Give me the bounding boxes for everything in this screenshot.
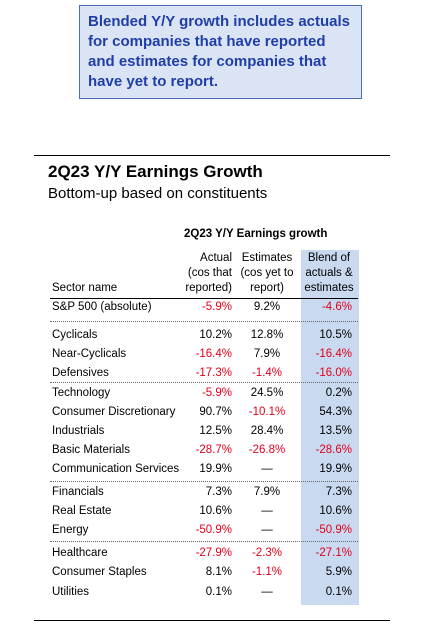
blend-value: 19.9% bbox=[319, 463, 352, 475]
actual-value: -28.7% bbox=[195, 444, 232, 456]
blend-value: 10.6% bbox=[319, 505, 352, 517]
page-subtitle: Bottom-up based on constituents bbox=[48, 185, 268, 202]
page-title: 2Q23 Y/Y Earnings Growth bbox=[48, 162, 263, 181]
sector-name: Communication Services bbox=[52, 463, 180, 475]
sector-name: Near-Cyclicals bbox=[52, 348, 127, 360]
table-title: 2Q23 Y/Y Earnings growth bbox=[184, 228, 328, 240]
estimate-value: -26.8% bbox=[248, 444, 286, 456]
sector-name: Industrials bbox=[52, 425, 105, 437]
sector-name: Healthcare bbox=[52, 547, 108, 559]
callout-box: Blended Y/Y growth includes actuals for … bbox=[79, 5, 362, 99]
sector-name: Defensives bbox=[52, 367, 109, 379]
header-estimates: Estimates (cos yet to report) bbox=[236, 251, 298, 296]
actual-value: 90.7% bbox=[199, 406, 232, 418]
actual-value: 19.9% bbox=[199, 463, 232, 475]
actual-value: -17.3% bbox=[195, 367, 232, 379]
header-blend: Blend of actuals & estimates bbox=[301, 251, 357, 296]
estimate-value: 28.4% bbox=[250, 425, 284, 437]
header-divider bbox=[50, 298, 358, 299]
blend-value: 13.5% bbox=[319, 425, 352, 437]
sector-name: Financials bbox=[52, 486, 104, 498]
header-blend-line: estimates bbox=[304, 282, 354, 294]
estimate-value: — bbox=[261, 524, 273, 536]
blend-column-highlight bbox=[301, 250, 359, 605]
blend-value: 10.5% bbox=[319, 329, 352, 341]
sector-name: Consumer Staples bbox=[52, 566, 147, 578]
header-estimates-line: (cos yet to bbox=[240, 267, 294, 279]
actual-value: 8.1% bbox=[205, 566, 232, 578]
blend-value: 0.1% bbox=[325, 586, 352, 598]
sector-name: Consumer Discretionary bbox=[52, 406, 176, 418]
header-actual: Actual (cos that reported) bbox=[180, 251, 232, 296]
estimate-value: -10.1% bbox=[248, 406, 286, 418]
actual-value: 0.1% bbox=[205, 586, 232, 598]
estimate-value: 9.2% bbox=[253, 301, 281, 313]
estimate-value: -1.1% bbox=[251, 566, 283, 578]
blend-value: 7.3% bbox=[325, 486, 352, 498]
header-estimates-line: Estimates bbox=[241, 252, 293, 264]
sector-name: Basic Materials bbox=[52, 444, 130, 456]
estimate-value: 7.9% bbox=[253, 348, 281, 360]
actual-value: -27.9% bbox=[195, 547, 232, 559]
blend-value: -16.0% bbox=[315, 367, 352, 379]
blend-value: -50.9% bbox=[315, 524, 352, 536]
actual-value: 10.2% bbox=[199, 329, 232, 341]
blend-value: 5.9% bbox=[325, 566, 352, 578]
actual-value: 10.6% bbox=[199, 505, 232, 517]
group-divider bbox=[50, 481, 358, 482]
header-actual-line: Actual bbox=[200, 252, 232, 264]
header-sector: Sector name bbox=[52, 282, 118, 294]
blend-value: -27.1% bbox=[315, 547, 352, 559]
blend-value: -16.4% bbox=[315, 348, 352, 360]
title-rule bbox=[34, 155, 390, 156]
blend-value: -28.6% bbox=[315, 444, 352, 456]
actual-value: 7.3% bbox=[205, 486, 232, 498]
blend-value: 54.3% bbox=[319, 406, 352, 418]
bottom-rule bbox=[34, 620, 390, 621]
actual-value: -5.9% bbox=[201, 301, 232, 313]
estimate-value: 7.9% bbox=[253, 486, 281, 498]
actual-value: -50.9% bbox=[195, 524, 232, 536]
sector-name: S&P 500 (absolute) bbox=[52, 301, 152, 313]
estimate-value: -2.3% bbox=[251, 547, 283, 559]
actual-value: -16.4% bbox=[195, 348, 232, 360]
actual-value: 12.5% bbox=[199, 425, 232, 437]
header-actual-line: (cos that bbox=[187, 267, 232, 279]
sector-name: Energy bbox=[52, 524, 89, 536]
sector-name: Utilities bbox=[52, 586, 90, 598]
header-blend-line: Blend of bbox=[307, 252, 351, 264]
blend-value: 0.2% bbox=[325, 387, 352, 399]
estimate-value: 24.5% bbox=[250, 387, 284, 399]
group-divider bbox=[50, 541, 358, 542]
blend-value: -4.6% bbox=[321, 301, 352, 313]
group-divider bbox=[50, 382, 358, 383]
sector-name: Technology bbox=[52, 387, 111, 399]
estimate-value: — bbox=[261, 463, 273, 475]
estimate-value: — bbox=[261, 505, 273, 517]
sector-name: Cyclicals bbox=[52, 329, 98, 341]
sector-name: Real Estate bbox=[52, 505, 112, 517]
group-divider bbox=[50, 321, 358, 322]
header-blend-line: actuals & bbox=[305, 267, 353, 279]
estimate-value: 12.8% bbox=[250, 329, 284, 341]
header-actual-line: reported) bbox=[185, 282, 232, 294]
actual-value: -5.9% bbox=[201, 387, 232, 399]
header-estimates-line: report) bbox=[250, 282, 284, 294]
estimate-value: — bbox=[261, 586, 273, 598]
estimate-value: -1.4% bbox=[251, 367, 283, 379]
